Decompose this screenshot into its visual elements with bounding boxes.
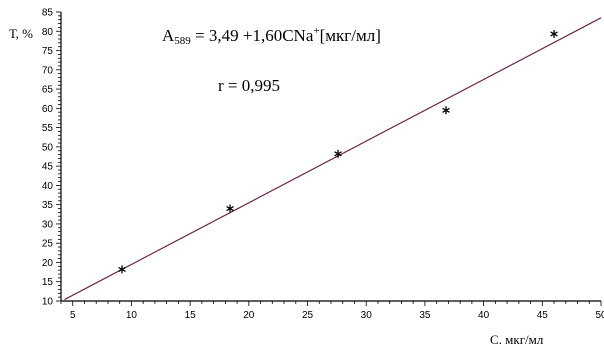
y-tick-label: 60 [42,104,54,115]
equation-suffix: [мкг/мл] [320,26,381,45]
asterisk-stroke [118,266,126,272]
y-tick-label: 45 [42,162,54,173]
x-tick-label: 25 [302,310,314,321]
asterisk-stroke [334,151,342,157]
data-point [334,149,342,158]
x-tick-label: 15 [185,310,197,321]
data-point [550,29,558,38]
y-axis-title: Т, % [9,26,33,41]
data-point [442,106,450,115]
data-point [226,204,234,213]
asterisk-stroke [442,107,450,113]
y-tick-label: 50 [42,142,54,153]
y-tick-label: 55 [42,123,54,134]
x-tick-label: 5 [70,310,76,321]
axes [60,12,601,302]
y-tick-label: 75 [42,46,54,57]
y-tick-label: 10 [42,297,54,308]
asterisk-stroke [550,31,558,37]
axis-ticks: 5 10 15 20 25 30 35 40 45 50 10 15 20 25 30 35 40 45 50 55 6… [42,8,604,322]
equation-superscript: + [313,25,319,37]
x-tick-label: 20 [243,310,255,321]
y-tick-label: 65 [42,85,54,96]
correlation-coefficient: r = 0,995 [218,76,280,95]
y-tick-label: 30 [42,219,54,230]
equation-body: = 3,49 +1,60CNa [191,26,314,45]
fit-line-group [64,17,602,301]
equation-prefix: A [162,26,175,45]
x-tick-label: 35 [419,310,431,321]
y-tick-label: 80 [42,27,54,38]
asterisk-stroke [226,205,234,212]
x-tick-label: 45 [537,310,549,321]
y-tick-label: 40 [42,181,54,192]
y-tick-label: 20 [42,258,54,269]
x-tick-label: 10 [126,310,138,321]
data-points [118,29,558,274]
x-tick-label: 30 [361,310,373,321]
x-tick-label: 50 [595,310,604,321]
equation-subscript: 589 [174,35,191,47]
y-tick-label: 70 [42,65,54,76]
x-axis-title: С. мкг/мл [490,332,544,347]
x-tick-label: 40 [478,310,490,321]
data-point [118,265,126,274]
y-tick-label: 25 [42,239,54,250]
y-tick-label: 15 [42,277,54,288]
regression-equation: A589 = 3,49 +1,60CNa+[мкг/мл] [162,25,381,47]
y-tick-label: 35 [42,200,54,211]
regression-line [64,17,602,301]
y-tick-label: 85 [42,8,54,19]
